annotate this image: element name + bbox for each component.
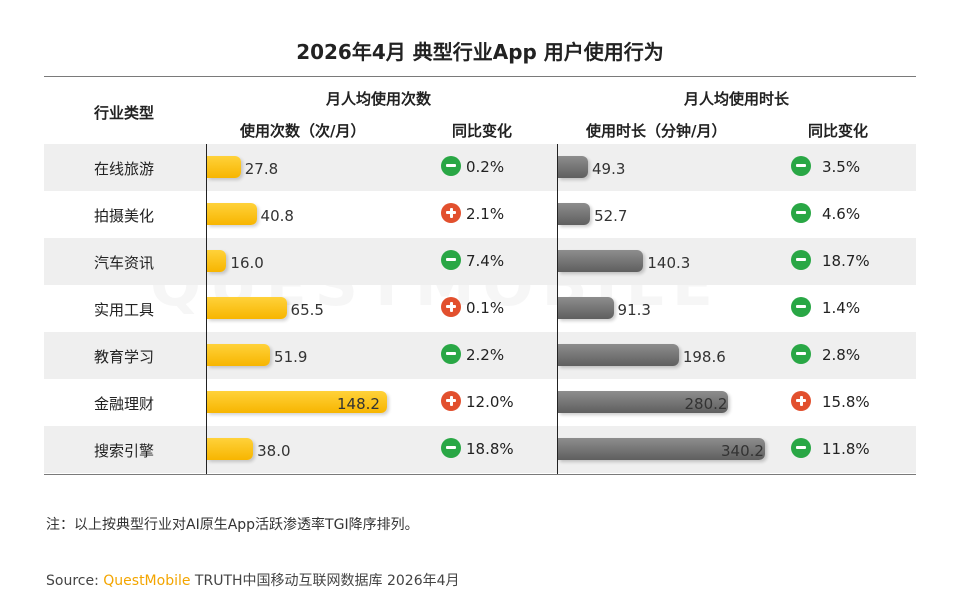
usage-duration-bar [558,202,591,225]
decrease-icon [791,343,811,364]
count-yoy-label: 7.4% [466,251,505,270]
count-yoy-label: 2.1% [466,204,505,223]
usage-duration-label: 340.2 [721,441,764,460]
usage-count-bar [207,343,271,366]
usage-count-label: 65.5 [290,300,324,319]
source-line: Source: QuestMobile TRUTH中国移动互联网数据库 2026… [46,570,460,590]
header-duration-yoy: 同比变化 [808,122,869,140]
usage-count-bar [207,390,387,413]
source-brand: QuestMobile [103,573,191,589]
table-row [44,144,916,191]
category-label: 实用工具 [93,300,154,319]
usage-duration-bar [558,249,644,272]
count-yoy-label: 0.2% [466,157,505,176]
source-rest: TRUTH中国移动互联网数据库 2026年4月 [190,573,460,589]
header-category: 行业类型 [94,104,155,122]
frequency-axis-line [206,144,207,474]
duration-yoy-label: 3.5% [822,157,861,176]
category-label: 汽车资讯 [93,253,154,272]
duration-axis-line [557,144,558,474]
usage-count-label: 40.8 [260,206,294,225]
decrease-icon [441,155,461,176]
table-row [44,238,916,285]
increase-icon [441,202,461,223]
usage-duration-label: 49.3 [591,159,626,178]
count-yoy-label: 2.2% [466,345,505,364]
increase-icon [441,390,461,411]
usage-duration-bar [558,155,588,178]
usage-count-bar [207,202,257,225]
category-label: 教育学习 [93,347,154,366]
header-frequency-group: 月人均使用次数 [326,90,432,108]
table-row [44,332,916,379]
header-duration-group: 月人均使用时长 [684,90,790,108]
decrease-icon [441,437,461,458]
duration-yoy-label: 11.8% [822,439,870,458]
usage-duration-label: 91.3 [617,300,651,319]
table-row [44,426,916,473]
decrease-icon [441,249,461,270]
duration-yoy-label: 4.6% [822,204,861,223]
duration-yoy-label: 15.8% [822,392,870,411]
duration-yoy-label: 18.7% [822,251,870,270]
decrease-icon [441,343,461,364]
source-prefix: Source: [46,573,104,589]
chart-title: 2026年4月 典型行业App 用户使用行为 [296,40,664,64]
usage-duration-label: 198.6 [682,347,726,366]
bottom-rule [44,474,916,475]
header-usage-count: 使用次数（次/月） [240,122,366,140]
increase-icon [441,296,461,317]
usage-duration-bar [558,437,765,460]
usage-duration-bar [558,390,729,413]
usage-count-label: 38.0 [257,441,291,460]
usage-count-label: 27.8 [244,159,279,178]
usage-count-bar [207,155,241,178]
duration-yoy-label: 1.4% [822,298,861,317]
usage-count-label: 51.9 [274,347,308,366]
usage-duration-label: 52.7 [594,206,628,225]
count-yoy-label: 0.1% [466,298,505,317]
decrease-icon [791,296,811,317]
increase-icon [791,390,811,411]
footnote: 注：以上按典型行业对AI原生App活跃渗透率TGI降序排列。 [46,517,419,533]
usage-duration-label: 280.2 [684,394,728,413]
count-yoy-label: 12.0% [466,392,514,411]
category-label: 拍摄美化 [93,206,154,225]
duration-yoy-label: 2.8% [822,345,861,364]
usage-count-bar [207,296,287,319]
usage-duration-bar [558,296,614,319]
usage-duration-label: 140.3 [647,253,691,272]
top-rule [44,76,916,77]
usage-count-bar [207,437,254,460]
header-usage-duration: 使用时长（分钟/月） [586,122,727,140]
category-label: 在线旅游 [93,159,154,178]
category-label: 搜索引擎 [93,441,154,460]
header-count-yoy: 同比变化 [452,122,513,140]
usage-count-label: 148.2 [337,394,380,413]
decrease-icon [791,249,811,270]
count-yoy-label: 18.8% [466,439,514,458]
decrease-icon [791,202,811,223]
category-label: 金融理财 [93,394,154,413]
usage-count-bar [207,249,227,272]
decrease-icon [791,155,811,176]
usage-duration-bar [558,343,679,366]
decrease-icon [791,437,811,458]
usage-count-label: 16.0 [230,253,264,272]
